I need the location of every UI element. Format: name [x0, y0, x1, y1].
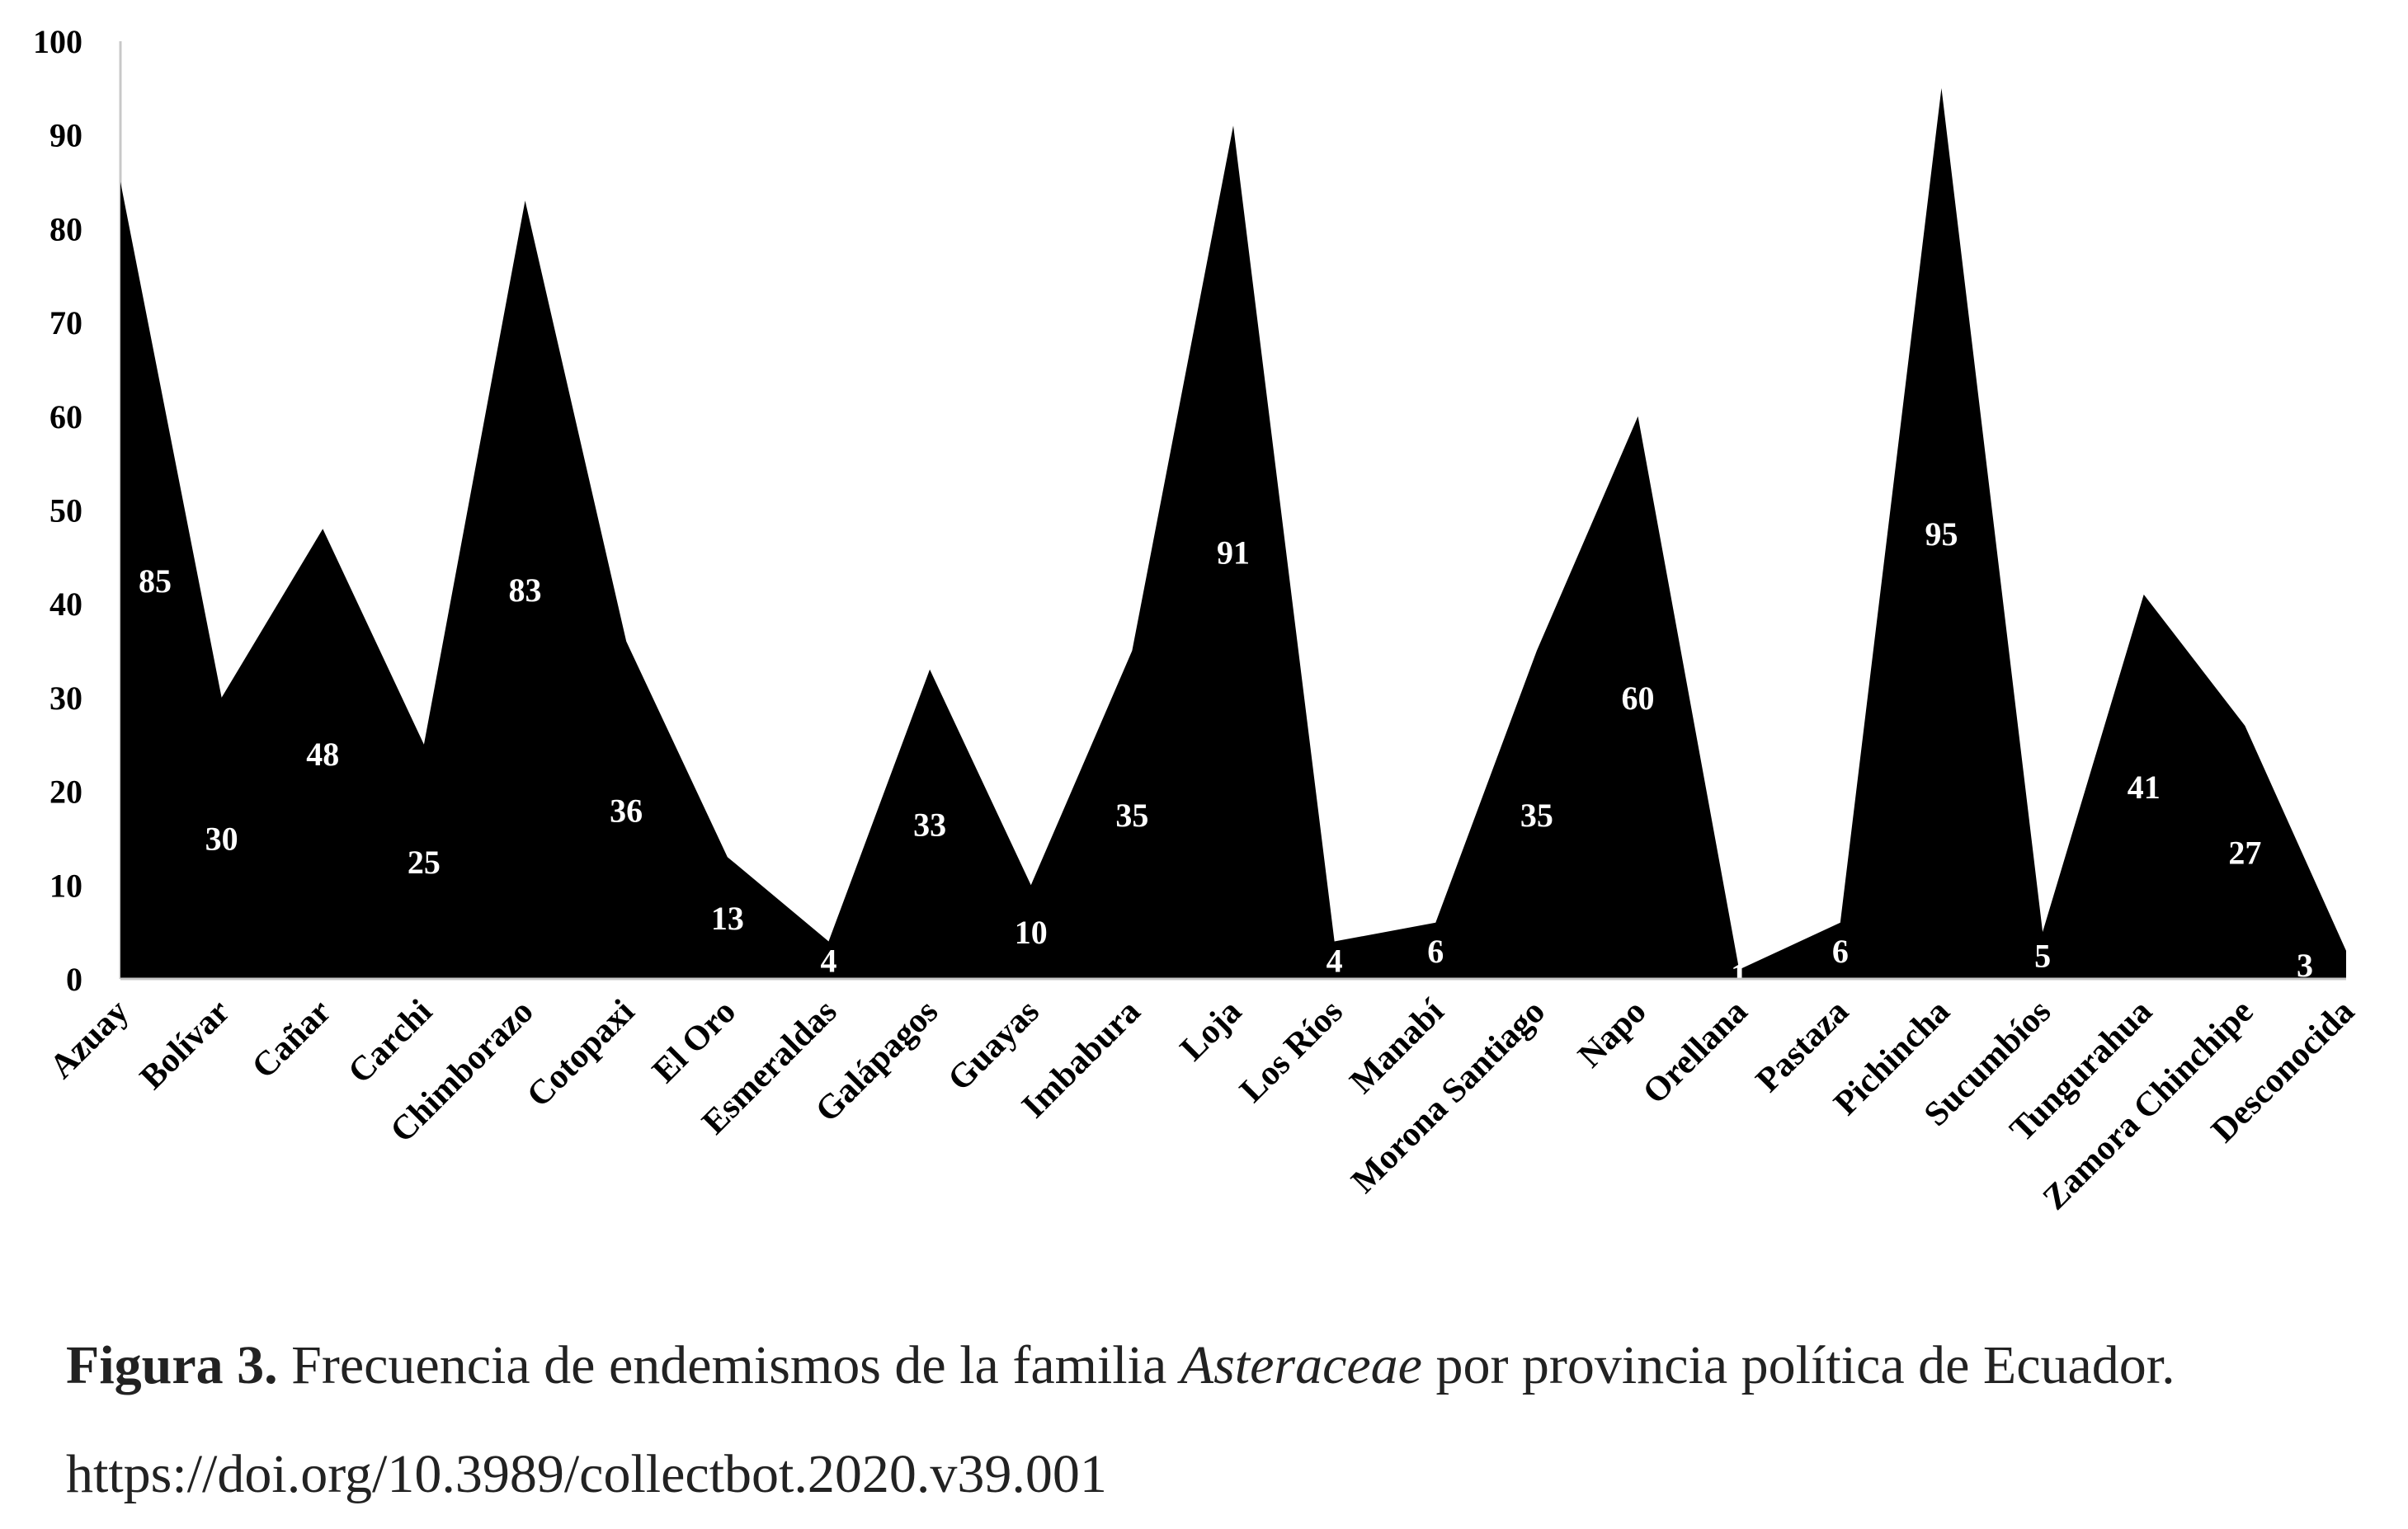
data-label: 85 [139, 562, 172, 600]
data-label: 48 [306, 736, 339, 773]
figure-caption: Figura 3. Frecuencia de endemismos de la… [66, 1311, 2392, 1529]
x-tick-label: Loja [1173, 993, 1249, 1069]
data-label: 10 [1015, 914, 1048, 951]
data-label: 4 [1327, 942, 1343, 979]
caption-text-after: por provincia política de Ecuador. [1421, 1335, 2175, 1395]
caption-line: Figura 3. Frecuencia de endemismos de la… [66, 1311, 2392, 1420]
x-tick-label: Morona Santiago [1345, 993, 1553, 1201]
area-series [120, 87, 2346, 980]
y-tick-label: 20 [49, 774, 82, 811]
data-labels: 85 30 48 25 83 36 13 4 33 10 35 91 4 6 35 60 1 6 95 5 41 27 3 [139, 515, 2313, 993]
data-label: 13 [711, 900, 744, 937]
data-label: 3 [2297, 947, 2313, 984]
area-layer [120, 87, 2346, 980]
y-tick-label: 40 [49, 586, 82, 623]
y-tick-label: 10 [49, 867, 82, 904]
x-tick-label: El Oro [645, 993, 743, 1091]
y-tick-label: 30 [49, 680, 82, 717]
caption-italic-term: Asteraceae [1180, 1335, 1422, 1395]
data-label: 60 [1622, 680, 1655, 717]
caption-text-before: Frecuencia de endemismos de la familia [277, 1335, 1180, 1395]
x-tick-label: Los Ríos [1232, 993, 1350, 1110]
y-tick-label: 70 [49, 304, 82, 341]
y-tick-label: 50 [49, 492, 82, 529]
data-label: 30 [205, 820, 238, 857]
data-label: 6 [1832, 933, 1849, 970]
data-label: 83 [509, 572, 542, 609]
x-tick-label: Bolívar [133, 993, 238, 1098]
x-tick-label: Cotopaxi [520, 992, 642, 1114]
x-tick-label: Azuay [43, 993, 136, 1086]
caption-label: Figura 3. [66, 1335, 278, 1395]
data-label: 36 [610, 792, 643, 829]
data-label: 91 [1217, 534, 1250, 572]
data-label: 25 [408, 844, 441, 881]
data-label: 33 [913, 806, 946, 843]
data-label: 6 [1427, 933, 1444, 970]
data-label: 41 [2128, 769, 2161, 806]
data-label: 27 [2228, 835, 2261, 872]
data-label: 5 [2034, 938, 2051, 975]
x-tick-label: Orellana [1636, 993, 1755, 1112]
data-label: 95 [1925, 515, 1958, 553]
data-label: 4 [820, 942, 836, 979]
data-label: 1 [1731, 956, 1747, 993]
y-tick-label: 0 [66, 961, 82, 998]
x-tick-label: Carchi [342, 992, 441, 1091]
data-label: 35 [1115, 797, 1148, 834]
y-tick-label: 80 [49, 210, 82, 247]
x-tick-label: Napo [1571, 993, 1653, 1075]
y-tick-label: 90 [49, 117, 82, 154]
y-tick-label: 100 [33, 23, 82, 60]
x-tick-label: Cañar [245, 993, 338, 1086]
y-tick-label: 60 [49, 398, 82, 435]
data-label: 35 [1520, 797, 1553, 834]
y-axis: 0 10 20 30 40 50 60 70 80 90 100 [33, 23, 122, 998]
caption-doi: https://doi.org/10.3989/collectbot.2020.… [66, 1444, 1107, 1504]
